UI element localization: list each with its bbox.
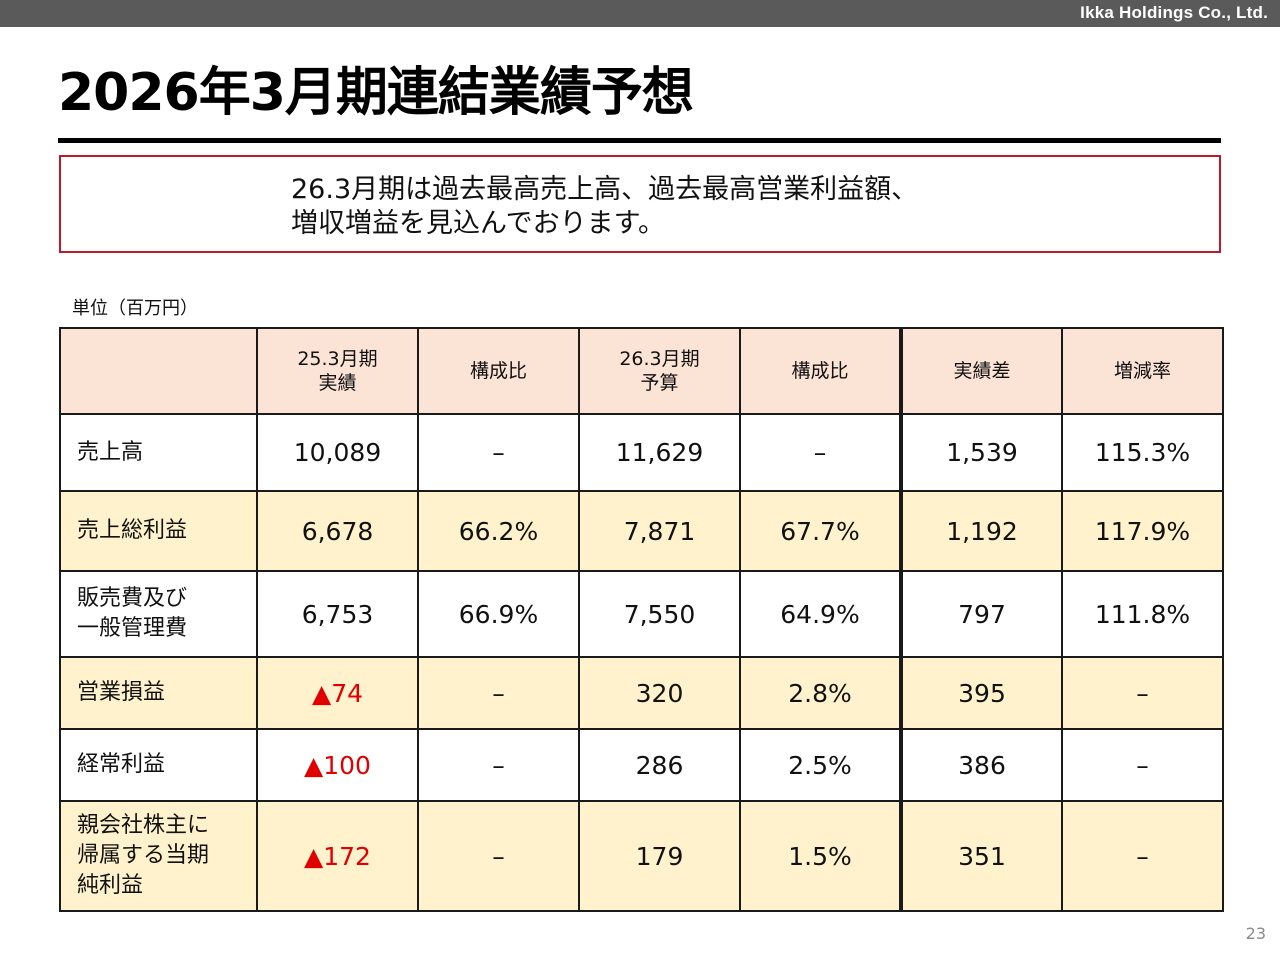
row-gross-profit: 売上総利益 6,678 66.2% 7,871 67.7% 1,192 117.9% bbox=[59, 490, 1224, 572]
cell-fy26-ratio: 2.8% bbox=[739, 656, 902, 730]
cell-change-rate: 117.9% bbox=[1061, 490, 1224, 572]
cell-fy26-budget: 286 bbox=[578, 728, 741, 802]
cell-fy26-ratio: 2.5% bbox=[739, 728, 902, 802]
row-label-line: 帰属する当期 bbox=[77, 843, 210, 868]
row-label-line: 親会社株主に bbox=[77, 813, 210, 838]
page-number: 23 bbox=[1245, 924, 1266, 943]
cell-fy25-ratio: – bbox=[417, 656, 580, 730]
row-label-line: 一般管理費 bbox=[77, 616, 188, 641]
cell-fy26-budget: 7,871 bbox=[578, 490, 741, 572]
forecast-table: 25.3月期 実績 構成比 26.3月期 予算 構成比 実績差 増減率 売上高 1… bbox=[59, 327, 1224, 912]
cell-fy26-budget: 179 bbox=[578, 800, 741, 912]
header-fy26-ratio: 構成比 bbox=[739, 327, 902, 415]
cell-fy25-actual: 10,089 bbox=[256, 413, 419, 492]
title-divider bbox=[58, 138, 1221, 143]
cell-fy25-ratio: 66.2% bbox=[417, 490, 580, 572]
row-label-line: 販売費及び bbox=[77, 586, 188, 611]
page-title: 2026年3月期連結業績予想 bbox=[58, 63, 694, 123]
cell-fy25-ratio: – bbox=[417, 800, 580, 912]
header-corner-cell bbox=[59, 327, 258, 415]
row-label: 経常利益 bbox=[59, 728, 258, 802]
cell-fy25-ratio: 66.9% bbox=[417, 570, 580, 658]
cell-change-rate: – bbox=[1061, 656, 1224, 730]
row-label: 売上総利益 bbox=[59, 490, 258, 572]
row-operating-income: 営業損益 ▲74–320 2.8% 395– bbox=[59, 656, 1224, 730]
row-label: 営業損益 bbox=[59, 656, 258, 730]
header-fy26-budget: 26.3月期 予算 bbox=[578, 327, 741, 415]
cell-fy26-ratio: 67.7% bbox=[739, 490, 902, 572]
row-sga-expenses: 販売費及び 一般管理費 6,753 66.9% 7,550 64.9% 797 111.8% bbox=[59, 570, 1224, 658]
row-net-income-parent: 親会社株主に 帰属する当期 純利益 ▲172–179 1.5% 351– bbox=[59, 800, 1224, 912]
top-bar: Ikka Holdings Co., Ltd. bbox=[0, 0, 1280, 27]
cell-difference: 1,539 bbox=[899, 413, 1063, 492]
cell-change-rate: – bbox=[1061, 728, 1224, 802]
cell-difference: 395 bbox=[899, 656, 1063, 730]
header-fy25-period: 25.3月期 bbox=[297, 348, 378, 370]
header-fy26-kind: 予算 bbox=[640, 372, 679, 394]
cell-fy26-budget: 320 bbox=[578, 656, 741, 730]
cell-difference: 797 bbox=[899, 570, 1063, 658]
cell-fy26-budget: 7,550 bbox=[578, 570, 741, 658]
header-fy25-kind: 実績 bbox=[318, 372, 357, 394]
cell-difference: 386 bbox=[899, 728, 1063, 802]
callout-line-2: 増収増益を見込んでおります。 bbox=[291, 208, 665, 239]
cell-fy26-ratio: – bbox=[739, 413, 902, 492]
header-change-rate: 増減率 bbox=[1061, 327, 1224, 415]
cell-fy25-actual: ▲74 bbox=[256, 656, 419, 730]
row-net-sales: 売上高 10,089–11,629–1,539 115.3% bbox=[59, 413, 1224, 492]
row-label-line: 営業損益 bbox=[77, 680, 166, 705]
cell-fy25-ratio: – bbox=[417, 728, 580, 802]
cell-fy25-ratio: – bbox=[417, 413, 580, 492]
cell-fy26-ratio: 1.5% bbox=[739, 800, 902, 912]
cell-change-rate: – bbox=[1061, 800, 1224, 912]
header-fy25-actual: 25.3月期 実績 bbox=[256, 327, 419, 415]
cell-fy26-ratio: 64.9% bbox=[739, 570, 902, 658]
cell-fy25-actual: 6,678 bbox=[256, 490, 419, 572]
row-label: 売上高 bbox=[59, 413, 258, 492]
cell-fy26-budget: 11,629 bbox=[578, 413, 741, 492]
row-label-line: 売上総利益 bbox=[77, 518, 188, 543]
summary-callout: 26.3月期は過去最高売上高、過去最高営業利益額、 増収増益を見込んでおります。 bbox=[59, 155, 1221, 253]
header-fy26-period: 26.3月期 bbox=[619, 348, 700, 370]
row-label-line: 経常利益 bbox=[77, 752, 166, 777]
header-difference: 実績差 bbox=[899, 327, 1063, 415]
header-fy25-ratio: 構成比 bbox=[417, 327, 580, 415]
cell-fy25-actual: 6,753 bbox=[256, 570, 419, 658]
callout-text: 26.3月期は過去最高売上高、過去最高営業利益額、 増収増益を見込んでおります。 bbox=[291, 173, 918, 241]
cell-fy25-actual: ▲172 bbox=[256, 800, 419, 912]
unit-label: 単位（百万円） bbox=[72, 298, 198, 319]
row-label-line: 売上高 bbox=[77, 439, 144, 465]
cell-change-rate: 111.8% bbox=[1061, 570, 1224, 658]
row-ordinary-income: 経常利益 ▲100–286 2.5% 386– bbox=[59, 728, 1224, 802]
row-label: 販売費及び一般管理費 bbox=[59, 570, 258, 658]
cell-fy25-actual: ▲100 bbox=[256, 728, 419, 802]
cell-difference: 1,192 bbox=[899, 490, 1063, 572]
row-label: 親会社株主に 帰属する当期 純利益 bbox=[59, 800, 258, 912]
row-label-line: 純利益 bbox=[77, 873, 144, 898]
company-name: Ikka Holdings Co., Ltd. bbox=[1080, 3, 1268, 22]
cell-difference: 351 bbox=[899, 800, 1063, 912]
cell-change-rate: 115.3% bbox=[1061, 413, 1224, 492]
callout-line-1: 26.3月期は過去最高売上高、過去最高営業利益額、 bbox=[291, 174, 919, 205]
table-header-row: 25.3月期 実績 構成比 26.3月期 予算 構成比 実績差 増減率 bbox=[59, 327, 1224, 415]
